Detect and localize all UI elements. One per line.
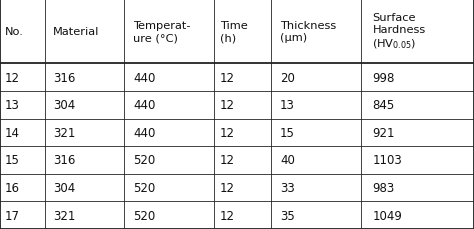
Text: 1049: 1049 bbox=[373, 209, 402, 222]
Text: 20: 20 bbox=[280, 71, 295, 84]
Text: Material: Material bbox=[53, 27, 100, 37]
Text: 304: 304 bbox=[53, 99, 75, 112]
Text: 15: 15 bbox=[280, 126, 295, 139]
Text: 304: 304 bbox=[53, 181, 75, 194]
Text: 12: 12 bbox=[220, 154, 235, 167]
Text: 17: 17 bbox=[5, 209, 19, 222]
Text: 12: 12 bbox=[220, 181, 235, 194]
Text: 440: 440 bbox=[133, 99, 155, 112]
Text: 321: 321 bbox=[53, 126, 75, 139]
Text: 316: 316 bbox=[53, 154, 75, 167]
Text: 12: 12 bbox=[5, 71, 19, 84]
Text: 440: 440 bbox=[133, 71, 155, 84]
Text: 440: 440 bbox=[133, 126, 155, 139]
Text: 13: 13 bbox=[5, 99, 19, 112]
Text: 35: 35 bbox=[280, 209, 295, 222]
Text: 321: 321 bbox=[53, 209, 75, 222]
Text: 14: 14 bbox=[5, 126, 19, 139]
Text: 13: 13 bbox=[280, 99, 295, 112]
Text: Surface
Hardness
(HV$_{0.05}$): Surface Hardness (HV$_{0.05}$) bbox=[373, 13, 426, 51]
Text: 520: 520 bbox=[133, 181, 155, 194]
Text: 33: 33 bbox=[280, 181, 295, 194]
Text: 1103: 1103 bbox=[373, 154, 402, 167]
Text: 921: 921 bbox=[373, 126, 395, 139]
Text: 16: 16 bbox=[5, 181, 19, 194]
Text: Thickness
(μm): Thickness (μm) bbox=[280, 21, 336, 43]
Text: Temperat-
ure (°C): Temperat- ure (°C) bbox=[133, 21, 191, 43]
Text: 520: 520 bbox=[133, 209, 155, 222]
Text: 40: 40 bbox=[280, 154, 295, 167]
Text: Time
(h): Time (h) bbox=[220, 21, 248, 43]
Text: 983: 983 bbox=[373, 181, 395, 194]
Text: 316: 316 bbox=[53, 71, 75, 84]
Text: 520: 520 bbox=[133, 154, 155, 167]
Text: No.: No. bbox=[5, 27, 23, 37]
Text: 12: 12 bbox=[220, 209, 235, 222]
Text: 12: 12 bbox=[220, 71, 235, 84]
Text: 998: 998 bbox=[373, 71, 395, 84]
Text: 15: 15 bbox=[5, 154, 19, 167]
Text: 12: 12 bbox=[220, 126, 235, 139]
Text: 12: 12 bbox=[220, 99, 235, 112]
Text: 845: 845 bbox=[373, 99, 395, 112]
